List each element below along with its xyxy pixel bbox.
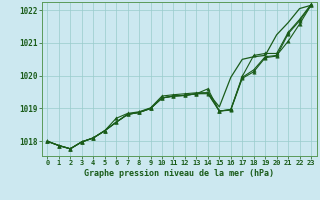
X-axis label: Graphe pression niveau de la mer (hPa): Graphe pression niveau de la mer (hPa): [84, 169, 274, 178]
